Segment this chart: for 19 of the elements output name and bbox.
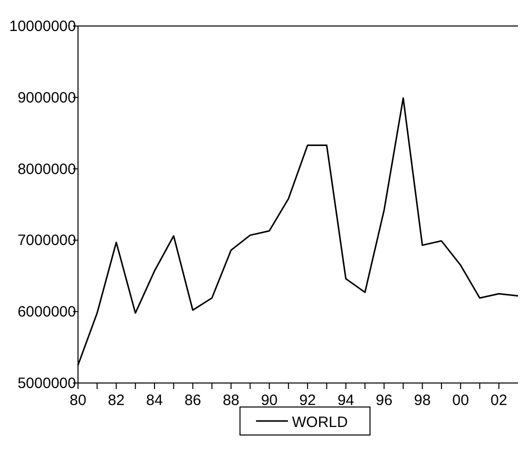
x-tick-label: 94	[337, 392, 354, 409]
x-tick-label: 80	[70, 392, 86, 409]
x-tick-label: 84	[146, 392, 163, 409]
x-tick-label: 82	[108, 392, 125, 409]
x-tick-label: 92	[299, 392, 316, 409]
x-tick-label: 96	[376, 392, 392, 409]
x-tick-label: 86	[184, 392, 202, 409]
y-tick-label: 5000000	[18, 375, 76, 392]
legend-label: WORLD	[292, 414, 348, 431]
y-tick-label: 6000000	[18, 304, 76, 321]
y-tick-label: 9000000	[18, 89, 76, 106]
x-tick-label: 90	[260, 392, 278, 409]
x-tick-label: 02	[490, 392, 508, 409]
y-tick-label: 7000000	[18, 232, 76, 250]
x-tick-label: 00	[452, 392, 469, 409]
y-tick-label: 8000000	[18, 160, 76, 178]
y-tick-label: 10000000	[9, 18, 76, 35]
x-tick-label: 88	[222, 392, 240, 409]
x-tick-label: 98	[414, 392, 431, 409]
